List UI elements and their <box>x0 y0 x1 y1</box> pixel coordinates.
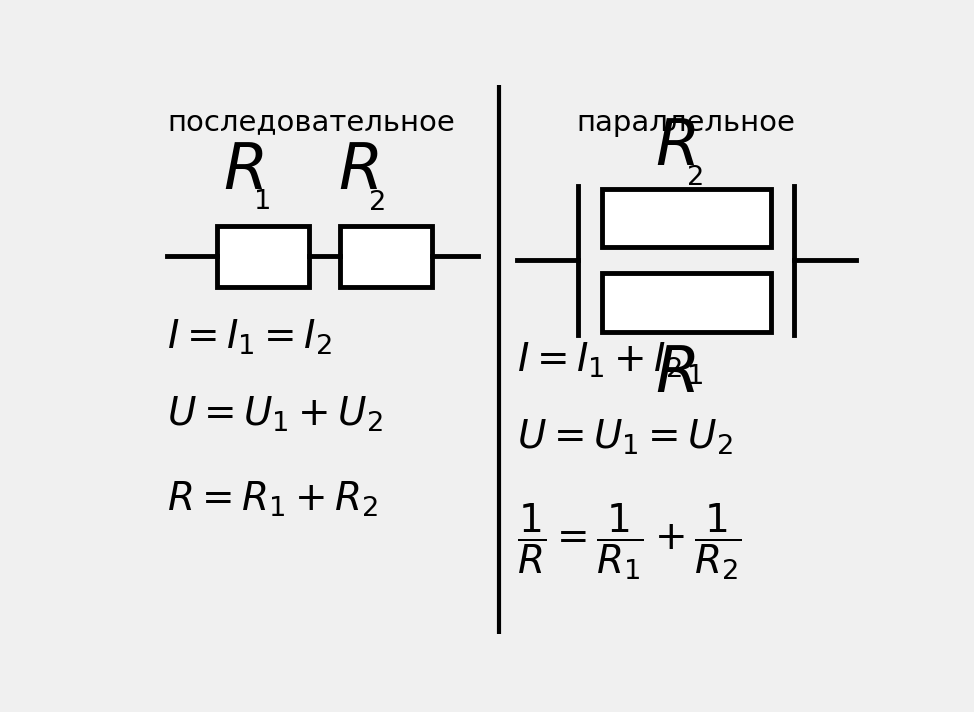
Bar <box>602 273 771 332</box>
Bar <box>340 226 432 287</box>
Text: $_2$: $_2$ <box>368 174 386 211</box>
Text: последовательное: последовательное <box>168 108 455 137</box>
Text: $_1$: $_1$ <box>253 174 270 211</box>
Text: $\mathit{U} = \mathit{U}_1 + \mathit{U}_2$: $\mathit{U} = \mathit{U}_1 + \mathit{U}_… <box>167 394 383 434</box>
Text: параллельное: параллельное <box>577 108 796 137</box>
Text: $\mathit{U} = \mathit{U}_1 = \mathit{U}_2$: $\mathit{U} = \mathit{U}_1 = \mathit{U}_… <box>517 418 732 457</box>
Text: $\mathit{R}$: $\mathit{R}$ <box>656 342 695 404</box>
Text: $\mathit{I} = \mathit{I}_1 = \mathit{I}_2$: $\mathit{I} = \mathit{I}_1 = \mathit{I}_… <box>167 318 331 357</box>
Text: $\mathit{R}$: $\mathit{R}$ <box>656 116 695 178</box>
Text: $\mathit{R}$: $\mathit{R}$ <box>223 140 263 202</box>
Text: $\mathit{I} = \mathit{I}_1 + \mathit{I}_2$: $\mathit{I} = \mathit{I}_1 + \mathit{I}_… <box>517 340 682 380</box>
Bar <box>216 226 309 287</box>
Text: $_1$: $_1$ <box>687 349 703 387</box>
Text: $\mathit{R} = \mathit{R}_1 + \mathit{R}_2$: $\mathit{R} = \mathit{R}_1 + \mathit{R}_… <box>167 479 378 518</box>
Text: $_2$: $_2$ <box>687 149 703 187</box>
Text: $\dfrac{1}{\mathit{R}} = \dfrac{1}{\mathit{R}_1} + \dfrac{1}{\mathit{R}_2}$: $\dfrac{1}{\mathit{R}} = \dfrac{1}{\math… <box>517 501 742 582</box>
Bar <box>602 189 771 247</box>
Text: $\mathit{R}$: $\mathit{R}$ <box>338 140 379 202</box>
